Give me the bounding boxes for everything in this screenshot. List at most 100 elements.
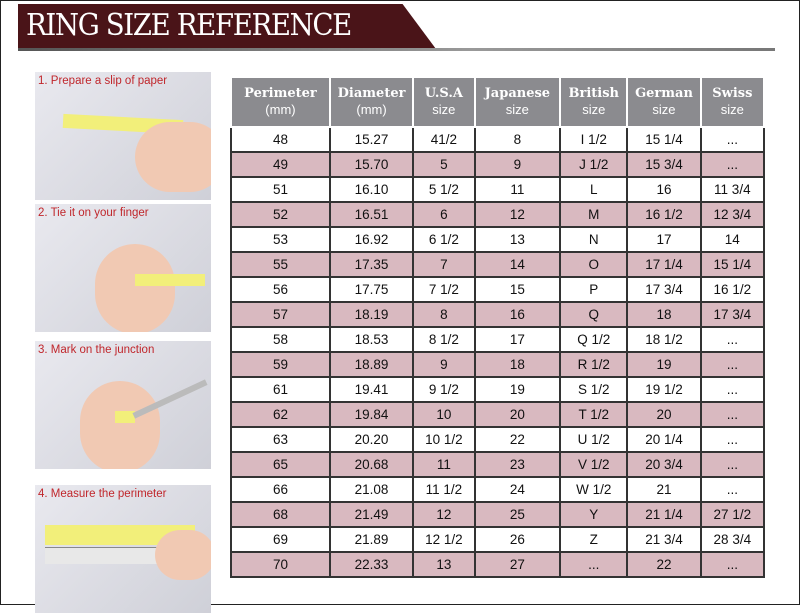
table-row: 58 18.53 8 1/2 17 Q 1/2 18 1/2... (230, 326, 766, 353)
table-row: 57 18.19 8 16 Q 18 17 3/4 (230, 301, 766, 328)
table-cell: 58 (230, 326, 331, 353)
header-unit: (mm) (356, 102, 387, 117)
table-cell: J 1/2 (559, 151, 629, 178)
table-row: 48 15.27 41/2 8 I 1/2 15 1/4... (230, 126, 766, 153)
table-cell: 8 1/2 (412, 326, 476, 353)
table-row: 59 18.89 9 18 R 1/2 19... (230, 351, 766, 378)
table-cell: 17 (473, 326, 562, 353)
table-cell: S 1/2 (559, 376, 629, 403)
table-cell: 9 1/2 (412, 376, 476, 403)
table-row: 55 17.35 7 14 O 17 1/4 15 1/4 (230, 251, 766, 278)
header-title: German (635, 86, 693, 101)
table-cell: 15 3/4 (626, 151, 702, 178)
table-cell: 17.35 (328, 251, 415, 278)
table-cell: 17 3/4 (699, 301, 766, 328)
table-cell: 52 (230, 201, 331, 228)
table-cell: ... (699, 151, 766, 178)
table-cell: M (559, 201, 629, 228)
table-cell: 8 (412, 301, 476, 328)
table-cell: 18.19 (328, 301, 415, 328)
column-header: Diameter (mm) (328, 76, 415, 128)
page-title: RING SIZE REFERENCE (26, 8, 352, 43)
table-cell: 51 (230, 176, 331, 203)
table-cell: 20 3/4 (626, 451, 702, 478)
table-cell: 11 (473, 176, 562, 203)
table-cell: 8 (473, 126, 562, 153)
table-cell: N (559, 226, 629, 253)
step-3-image: 3. Mark on the junction (35, 341, 211, 469)
table-cell: 48 (230, 126, 331, 153)
table-cell: 56 (230, 276, 331, 303)
table-cell: ... (699, 551, 766, 578)
table-cell: 10 (412, 401, 476, 428)
table-cell: ... (559, 551, 629, 578)
step-1-image: 1. Prepare a slip of paper (35, 72, 211, 200)
table-cell: 6 (412, 201, 476, 228)
step-label: 1. Prepare a slip of paper (38, 75, 168, 87)
header-unit: size (720, 102, 744, 117)
table-cell: 12 (473, 201, 562, 228)
table-cell: 66 (230, 476, 331, 503)
table-cell: 21.89 (328, 526, 415, 553)
table-cell: 19 (626, 351, 702, 378)
table-cell: 16 (473, 301, 562, 328)
table-cell: 19 (473, 376, 562, 403)
table-cell: 11 (412, 451, 476, 478)
table-cell: 15 1/4 (626, 126, 702, 153)
table-cell: ... (699, 451, 766, 478)
table-cell: 20 (473, 401, 562, 428)
table-cell: 16.51 (328, 201, 415, 228)
table-cell: Y (559, 501, 629, 528)
table-cell: P (559, 276, 629, 303)
table-cell: 18 (473, 351, 562, 378)
header-unit: (mm) (265, 102, 296, 117)
table-cell: 61 (230, 376, 331, 403)
table-cell: U 1/2 (559, 426, 629, 453)
table-cell: 10 1/2 (412, 426, 476, 453)
header-unit: size (652, 102, 676, 117)
table-cell: 55 (230, 251, 331, 278)
table-row: 68 21.49 12 25 Y 21 1/4 27 1/2 (230, 501, 766, 528)
table-cell: 16.92 (328, 226, 415, 253)
table-cell: 15 (473, 276, 562, 303)
table-cell: 14 (699, 226, 766, 253)
table-cell: 13 (412, 551, 476, 578)
table-row: 70 22.33 13 27... 22... (230, 551, 766, 578)
table-row: 53 16.92 6 1/2 13 N 17 14 (230, 226, 766, 253)
table-cell: 9 (412, 351, 476, 378)
table-cell: 20 1/4 (626, 426, 702, 453)
table-cell: 53 (230, 226, 331, 253)
table-cell: 18 1/2 (626, 326, 702, 353)
table-row: 49 15.70 5 9 J 1/2 15 3/4... (230, 151, 766, 178)
table-cell: 11 1/2 (412, 476, 476, 503)
table-cell: 12 1/2 (412, 526, 476, 553)
header-unit: size (505, 102, 529, 117)
table-cell: 16.10 (328, 176, 415, 203)
table-cell: 17 1/4 (626, 251, 702, 278)
table-cell: 21.08 (328, 476, 415, 503)
table-cell: I 1/2 (559, 126, 629, 153)
table-cell: Z (559, 526, 629, 553)
header-title: Perimeter (244, 86, 317, 101)
column-header: German size (626, 76, 702, 128)
column-header: Swiss size (699, 76, 766, 128)
table-cell: ... (699, 351, 766, 378)
table-cell: 21.49 (328, 501, 415, 528)
table-cell: 12 (412, 501, 476, 528)
table-cell: 15.70 (328, 151, 415, 178)
table-cell: Q 1/2 (559, 326, 629, 353)
table-row: 51 16.10 5 1/2 11 L 16 11 3/4 (230, 176, 766, 203)
table-cell: 24 (473, 476, 562, 503)
step-4-image: 4. Measure the perimeter (35, 485, 211, 613)
table-cell: 18 (626, 301, 702, 328)
title-banner: RING SIZE REFERENCE (18, 4, 436, 49)
table-cell: 68 (230, 501, 331, 528)
table-cell: 17.75 (328, 276, 415, 303)
table-row: 56 17.75 7 1/2 15 P 17 3/4 16 1/2 (230, 276, 766, 303)
table-cell: 13 (473, 226, 562, 253)
table-cell: 27 (473, 551, 562, 578)
table-cell: 14 (473, 251, 562, 278)
table-cell: 18.89 (328, 351, 415, 378)
table-cell: 49 (230, 151, 331, 178)
table-cell: 23 (473, 451, 562, 478)
